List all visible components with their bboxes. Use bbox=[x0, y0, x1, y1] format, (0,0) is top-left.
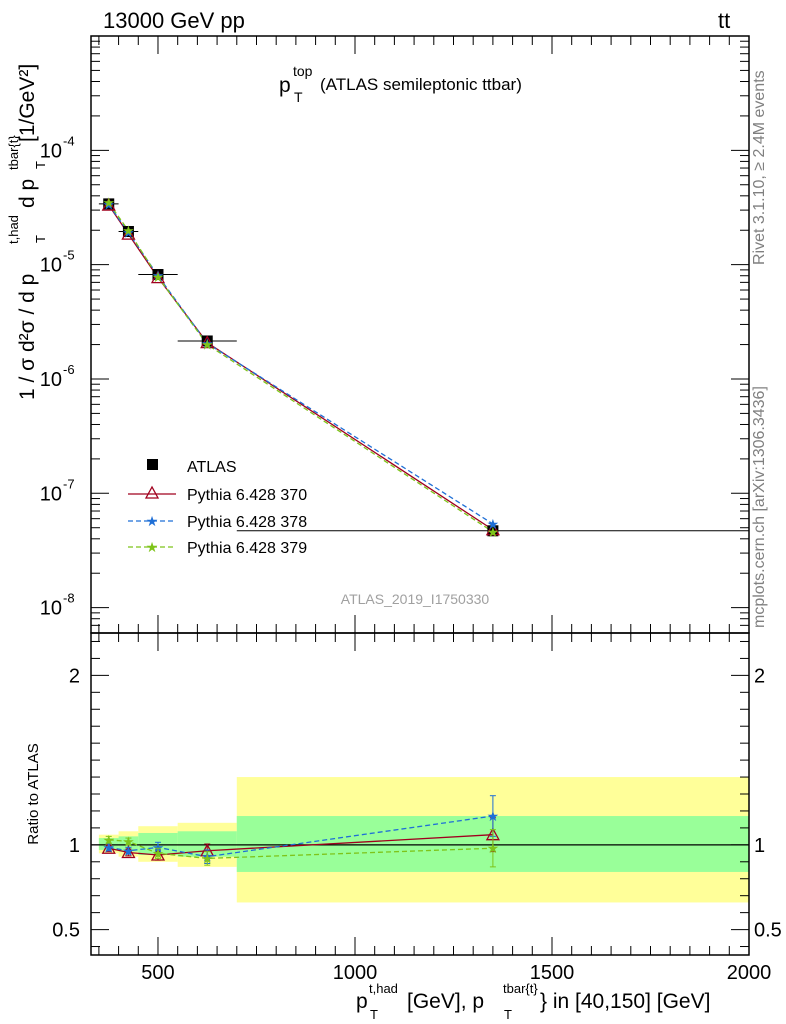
y-tick-label-base: 10 bbox=[40, 369, 62, 391]
ylabel-sup2: tbar{t} bbox=[6, 135, 21, 170]
ratio-p378-point: ★ bbox=[102, 839, 115, 855]
ylabel-sub2: T bbox=[33, 161, 48, 169]
ratio-y-label-right: 0.5 bbox=[754, 920, 782, 942]
xlabel-p2: [GeV], p bbox=[407, 990, 484, 1013]
p379-point: ★ bbox=[201, 337, 214, 353]
header-right: tt bbox=[718, 8, 730, 33]
main-line-378 bbox=[108, 204, 494, 525]
ratio-p370-point bbox=[150, 847, 166, 861]
ratio-y-label-left: 2 bbox=[69, 665, 80, 687]
p378-point: ★ bbox=[152, 268, 165, 284]
xlabel-p1: p bbox=[356, 990, 368, 1013]
ratio-p378-point: ★ bbox=[122, 843, 135, 859]
header-left: 13000 GeV pp bbox=[103, 8, 245, 33]
ylabel-part2: d p bbox=[16, 179, 39, 208]
main-ylabel: 1 / σ d²σ / d p t,had T d p tbar{t} T [1… bbox=[6, 64, 48, 400]
xlabel-sup1: t,had bbox=[369, 981, 398, 996]
ratio-p379-point: ★ bbox=[201, 850, 214, 866]
atlas-point bbox=[122, 225, 134, 237]
legend-atlas: ATLAS bbox=[187, 459, 237, 476]
p378-point: ★ bbox=[102, 196, 115, 212]
p370-point bbox=[200, 335, 215, 349]
atlas-point bbox=[103, 198, 115, 210]
legend: ATLAS Pythia 6.428 370 ★ Pythia 6.428 37… bbox=[128, 459, 307, 557]
main-series: ★★★★★★★★★★ bbox=[98, 195, 749, 540]
ratio-series: ★ ★ ★★★★ ★★ ★★ bbox=[101, 795, 500, 868]
main-line-379 bbox=[108, 202, 494, 533]
legend-marker-379: ★ bbox=[146, 539, 159, 555]
ratio-p379-point: ★ bbox=[102, 832, 115, 848]
atlas-point bbox=[487, 525, 499, 537]
legend-370: Pythia 6.428 370 bbox=[187, 487, 307, 504]
main-line-370 bbox=[108, 204, 494, 531]
legend-marker-atlas bbox=[147, 459, 158, 470]
ylabel-sub1: T bbox=[33, 235, 48, 243]
y-tick-label-base: 10 bbox=[40, 255, 62, 277]
ylabel-sup1: t,had bbox=[6, 215, 21, 244]
legend-marker-378: ★ bbox=[146, 513, 159, 529]
p370-point bbox=[121, 226, 136, 240]
ratio-axis-ticks: 0.5 0.5 1 1 2 2 500 1000 1500 2000 bbox=[52, 633, 782, 984]
p379-point: ★ bbox=[102, 195, 115, 211]
ratio-bands bbox=[98, 777, 749, 903]
ratio-p378-point: ★ bbox=[152, 839, 165, 855]
x-tick-label: 500 bbox=[141, 962, 174, 984]
ratio-p370-point bbox=[121, 845, 136, 859]
ratio-p378-point: ★ bbox=[487, 808, 500, 824]
title-p: p bbox=[279, 74, 291, 97]
ratio-y-label-right: 2 bbox=[754, 665, 765, 687]
y-tick-label-exp: -7 bbox=[63, 476, 75, 491]
ratio-y-label-left: 1 bbox=[69, 835, 80, 857]
xlabel-rest: } in [40,150] [GeV] bbox=[540, 990, 710, 1013]
main-axis-ticks: 10-410-510-610-710-8 bbox=[40, 35, 750, 634]
y-tick-label-exp: -8 bbox=[63, 591, 75, 606]
atlas-point bbox=[152, 269, 164, 281]
atlas-point bbox=[201, 335, 213, 347]
header-right-bar: ¯ bbox=[727, 0, 739, 16]
ratio-ylabel: Ratio to ATLAS bbox=[25, 743, 42, 844]
ratio-y-label-left: 0.5 bbox=[52, 920, 80, 942]
ylabel-part1: 1 / σ d²σ / d p bbox=[16, 274, 39, 400]
title-sub: T bbox=[294, 89, 303, 105]
y-tick-label-base: 10 bbox=[40, 598, 62, 620]
ratio-p379-point: ★ bbox=[152, 845, 165, 861]
legend-378: Pythia 6.428 378 bbox=[187, 514, 307, 531]
xlabel-sub2: T bbox=[504, 1007, 512, 1022]
p370-point bbox=[101, 197, 116, 211]
p379-point: ★ bbox=[487, 524, 500, 540]
ylabel-units: [1/GeV²] bbox=[16, 64, 39, 142]
p378-point: ★ bbox=[201, 335, 214, 351]
y-tick-label-base: 10 bbox=[40, 483, 62, 505]
p379-point: ★ bbox=[152, 269, 165, 285]
p378-point: ★ bbox=[487, 516, 500, 532]
ratio-p379-point: ★ bbox=[122, 833, 135, 849]
p379-point: ★ bbox=[122, 223, 135, 239]
xlabel-sup2: tbar{t} bbox=[503, 981, 538, 996]
legend-marker-370 bbox=[144, 485, 160, 499]
y-tick-label-exp: -4 bbox=[63, 133, 75, 148]
x-tick-label: 2000 bbox=[727, 962, 772, 984]
title-rest: (ATLAS semileptonic ttbar) bbox=[320, 75, 522, 94]
y-tick-label-base: 10 bbox=[40, 140, 62, 162]
analysis-id: ATLAS_2019_I1750330 bbox=[341, 591, 490, 607]
title-sup: top bbox=[293, 63, 313, 79]
x-tick-label: 1000 bbox=[333, 962, 378, 984]
p378-point: ★ bbox=[122, 225, 135, 241]
x-tick-label: 1500 bbox=[530, 962, 575, 984]
y-tick-label-exp: -5 bbox=[63, 248, 75, 263]
ratio-p379-point: ★ bbox=[487, 840, 500, 856]
y-tick-label-exp: -6 bbox=[63, 362, 75, 377]
mcplots-label: mcplots.cern.ch [arXiv:1306.3436] bbox=[751, 386, 768, 628]
p370-point bbox=[485, 522, 500, 536]
plot-title: p top T (ATLAS semileptonic ttbar) bbox=[279, 63, 522, 105]
legend-379: Pythia 6.428 379 bbox=[187, 540, 307, 557]
rivet-label: Rivet 3.1.10, ≥ 2.4M events bbox=[751, 70, 768, 265]
p370-point bbox=[150, 270, 166, 284]
xlabel: p t,had T [GeV], p tbar{t} T } in [40,15… bbox=[356, 981, 710, 1022]
ratio-y-label-right: 1 bbox=[754, 835, 765, 857]
xlabel-sub1: T bbox=[370, 1007, 378, 1022]
